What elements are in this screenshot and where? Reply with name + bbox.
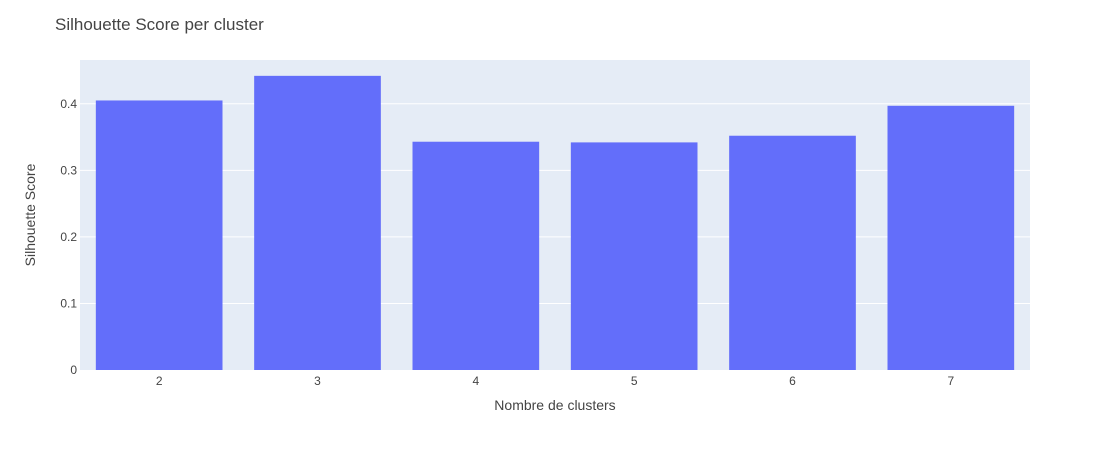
- y-tick-label: 0.4: [60, 97, 77, 111]
- x-tick-label: 3: [314, 374, 321, 388]
- bar-cluster-2[interactable]: [95, 100, 223, 370]
- y-tick-label: 0: [70, 363, 77, 377]
- y-tick-label: 0.3: [60, 163, 77, 177]
- bar-cluster-3[interactable]: [254, 75, 381, 370]
- x-axis-title: Nombre de clusters: [494, 397, 615, 413]
- x-tick-label: 2: [156, 374, 163, 388]
- bar-cluster-6[interactable]: [729, 135, 856, 370]
- y-tick-label: 0.2: [60, 230, 77, 244]
- bar-cluster-5[interactable]: [570, 142, 698, 370]
- bar-cluster-4[interactable]: [412, 141, 540, 370]
- bar-cluster-7[interactable]: [887, 105, 1015, 370]
- x-tick-label: 6: [789, 374, 796, 388]
- x-tick-label: 4: [472, 374, 479, 388]
- y-axis-title: Silhouette Score: [22, 163, 38, 266]
- x-tick-label: 7: [947, 374, 954, 388]
- bars: [95, 75, 1015, 370]
- x-tick-label: 5: [631, 374, 638, 388]
- y-tick-label: 0.1: [60, 296, 77, 310]
- x-axis-tick-labels: 2 3 4 5 6 7: [156, 374, 955, 388]
- plot-background: [80, 60, 1030, 370]
- gridlines: [80, 103, 1030, 304]
- chart-title: Silhouette Score per cluster: [55, 15, 264, 34]
- y-axis-tick-labels: 0 0.1 0.2 0.3 0.4: [60, 97, 77, 377]
